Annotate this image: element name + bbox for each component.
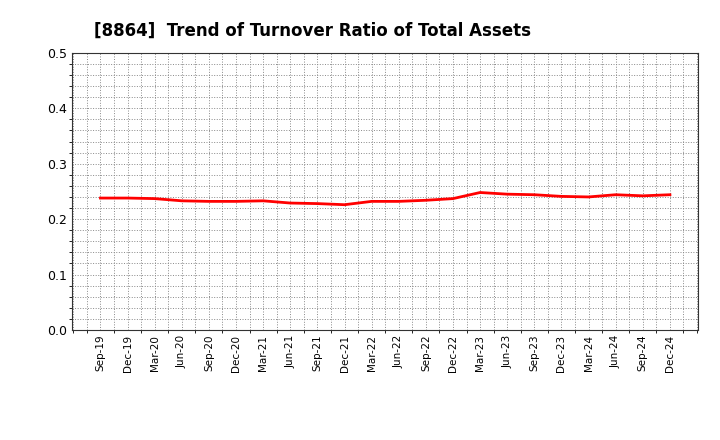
Text: [8864]  Trend of Turnover Ratio of Total Assets: [8864] Trend of Turnover Ratio of Total … — [94, 22, 531, 40]
